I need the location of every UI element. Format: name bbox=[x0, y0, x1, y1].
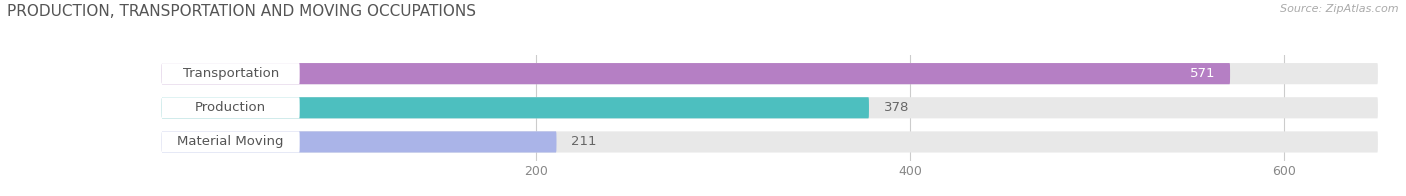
Text: 571: 571 bbox=[1189, 67, 1215, 80]
Text: Production: Production bbox=[195, 101, 266, 114]
Text: Transportation: Transportation bbox=[183, 67, 278, 80]
FancyBboxPatch shape bbox=[162, 97, 869, 118]
Text: 211: 211 bbox=[571, 135, 598, 148]
FancyBboxPatch shape bbox=[162, 97, 299, 118]
Text: Source: ZipAtlas.com: Source: ZipAtlas.com bbox=[1281, 4, 1399, 14]
FancyBboxPatch shape bbox=[162, 97, 1378, 118]
FancyBboxPatch shape bbox=[162, 131, 299, 152]
Text: Material Moving: Material Moving bbox=[177, 135, 284, 148]
FancyBboxPatch shape bbox=[162, 63, 1230, 84]
FancyBboxPatch shape bbox=[162, 131, 557, 152]
FancyBboxPatch shape bbox=[162, 63, 1378, 84]
Text: 378: 378 bbox=[884, 101, 910, 114]
Text: PRODUCTION, TRANSPORTATION AND MOVING OCCUPATIONS: PRODUCTION, TRANSPORTATION AND MOVING OC… bbox=[7, 4, 477, 19]
FancyBboxPatch shape bbox=[162, 131, 1378, 152]
FancyBboxPatch shape bbox=[162, 63, 299, 84]
